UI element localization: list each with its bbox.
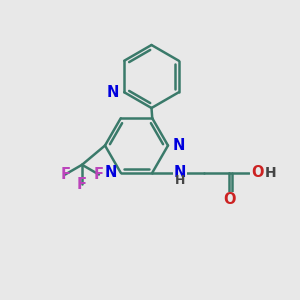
Text: F: F — [94, 167, 104, 182]
Text: N: N — [106, 85, 119, 100]
Text: F: F — [60, 167, 70, 182]
Text: O: O — [223, 192, 235, 207]
Text: H: H — [175, 174, 185, 188]
Text: F: F — [77, 177, 87, 192]
Text: O: O — [251, 165, 263, 180]
Text: H: H — [265, 166, 277, 180]
Text: N: N — [104, 165, 117, 180]
Text: N: N — [172, 138, 184, 153]
Text: N: N — [174, 165, 186, 180]
